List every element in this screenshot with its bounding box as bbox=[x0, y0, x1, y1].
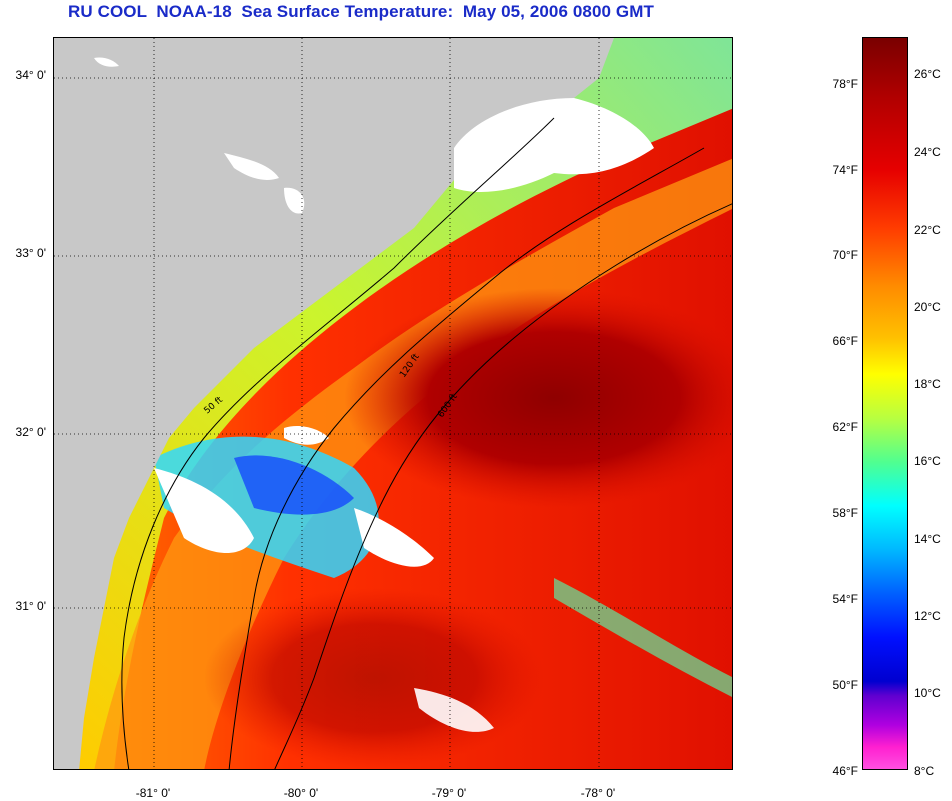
cold-patch bbox=[234, 455, 354, 515]
colorbar-c-label: 12°C bbox=[914, 609, 941, 623]
colorbar-f-label: 58°F bbox=[832, 506, 858, 520]
longitude-label: -79° 0' bbox=[431, 786, 467, 800]
colorbar-c-label: 24°C bbox=[914, 145, 941, 159]
longitude-label: -80° 0' bbox=[283, 786, 319, 800]
graticule bbox=[54, 38, 732, 769]
cloud-cover bbox=[284, 426, 329, 445]
colorbar-c-label: 20°C bbox=[914, 300, 941, 314]
latitude-label: 31° 0' bbox=[15, 599, 46, 613]
land-mass bbox=[54, 38, 614, 769]
colorbar-c-label: 26°C bbox=[914, 67, 941, 81]
cloud-cover bbox=[94, 57, 119, 67]
cloud-cover bbox=[354, 508, 434, 567]
colorbar-f-label: 74°F bbox=[832, 163, 858, 177]
colorbar-f-label: 62°F bbox=[832, 420, 858, 434]
colorbar-f-label: 46°F bbox=[832, 764, 858, 778]
cloud-cover bbox=[154, 468, 254, 553]
colorbar-f-label: 70°F bbox=[832, 248, 858, 262]
cloud-cover bbox=[454, 98, 654, 193]
cloud-cover bbox=[224, 153, 279, 180]
cloud-cover bbox=[414, 688, 494, 732]
longitude-label: -78° 0' bbox=[580, 786, 616, 800]
shelf-water bbox=[74, 38, 732, 769]
latitude-label: 32° 0' bbox=[15, 425, 46, 439]
sst-map-canvas: 50 ft 120 ft 600 ft bbox=[54, 38, 732, 769]
depth-contours bbox=[121, 117, 732, 769]
colorbar-c-label: 16°C bbox=[914, 454, 941, 468]
colorbar-c-label: 18°C bbox=[914, 377, 941, 391]
latitude-label: 33° 0' bbox=[15, 246, 46, 260]
longitude-label: -81° 0' bbox=[135, 786, 171, 800]
colorbar-c-label: 10°C bbox=[914, 686, 941, 700]
colorbar-f-label: 78°F bbox=[832, 77, 858, 91]
gulf-stream-south bbox=[204, 588, 544, 768]
colorbar-f-label: 50°F bbox=[832, 678, 858, 692]
colorbar-c-label: 14°C bbox=[914, 532, 941, 546]
temperature-colorbar bbox=[862, 37, 908, 770]
colorbar-f-label: 66°F bbox=[832, 334, 858, 348]
latitude-label: 34° 0' bbox=[15, 68, 46, 82]
colorbar-c-label: 22°C bbox=[914, 223, 941, 237]
gulf-stream-core bbox=[344, 288, 732, 508]
sst-map[interactable]: 50 ft 120 ft 600 ft bbox=[53, 37, 733, 770]
colorbar-c-label: 8°C bbox=[914, 764, 935, 778]
cloud-cover bbox=[284, 187, 305, 214]
map-title: RU COOL NOAA-18 Sea Surface Temperature:… bbox=[68, 2, 654, 21]
colorbar-f-label: 54°F bbox=[832, 592, 858, 606]
